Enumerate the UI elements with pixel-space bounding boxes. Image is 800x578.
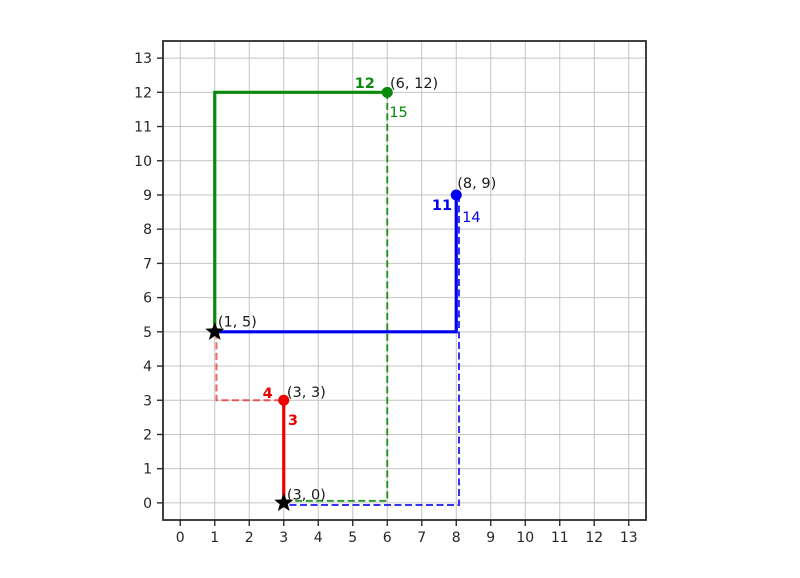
y-tick-label: 3: [143, 393, 152, 409]
green-solid-path: [213, 90, 388, 332]
x-tick-label: 9: [486, 530, 495, 546]
annotation-4: 4: [263, 386, 273, 402]
x-tick-label: 13: [620, 530, 638, 546]
x-tick-label: 3: [279, 530, 288, 546]
x-tick-label: 10: [516, 530, 534, 546]
y-tick-label: 2: [143, 427, 152, 443]
annotation-12: 12: [355, 76, 375, 92]
y-tick-label: 6: [143, 291, 152, 307]
y-tick-label: 0: [143, 496, 152, 512]
point-marker-6-12: [381, 86, 393, 98]
x-tick-label: 4: [314, 530, 323, 546]
x-tick-label: 12: [585, 530, 603, 546]
y-tick-label: 8: [143, 222, 152, 238]
x-tick-label: 5: [348, 530, 357, 546]
point-marker-3-3: [278, 394, 290, 406]
annotation-14: 14: [462, 210, 480, 226]
y-tick-label: 9: [143, 188, 152, 204]
y-tick-label: 7: [143, 256, 152, 272]
x-tick-label: 8: [452, 530, 461, 546]
point-marker-8-9: [450, 189, 462, 201]
y-tick-label: 11: [134, 120, 152, 136]
red-dashed-path: [215, 331, 284, 402]
blue-solid-path: [214, 194, 458, 334]
y-tick-label: 4: [143, 359, 152, 375]
green-dashed-path: [283, 92, 389, 502]
y-tick-label: 12: [134, 85, 152, 101]
y-tick-label: 5: [143, 325, 152, 341]
blue-dashed-path: [283, 194, 461, 506]
star-marker-1-5: [205, 321, 225, 340]
y-tick-label: 13: [134, 51, 152, 67]
x-tick-label: 11: [551, 530, 569, 546]
annotation-3: 3: [288, 413, 298, 429]
x-tick-label: 1: [210, 530, 219, 546]
annotation-30: (3, 0): [287, 487, 326, 503]
annotation-15: 15: [389, 105, 407, 121]
x-tick-label: 2: [245, 530, 254, 546]
star-marker-3-0: [274, 492, 294, 511]
y-tick-label: 1: [143, 462, 152, 478]
x-tick-label: 0: [176, 530, 185, 546]
annotation-33: (3, 3): [287, 385, 326, 401]
annotation-89: (8, 9): [457, 176, 496, 192]
annotation-11: 11: [432, 198, 452, 214]
y-tick-label: 10: [134, 154, 152, 170]
annotation-612: (6, 12): [390, 76, 438, 92]
annotation-15: (1, 5): [218, 315, 257, 331]
plot-border: [162, 40, 647, 521]
x-tick-label: 6: [383, 530, 392, 546]
x-tick-label: 7: [417, 530, 426, 546]
